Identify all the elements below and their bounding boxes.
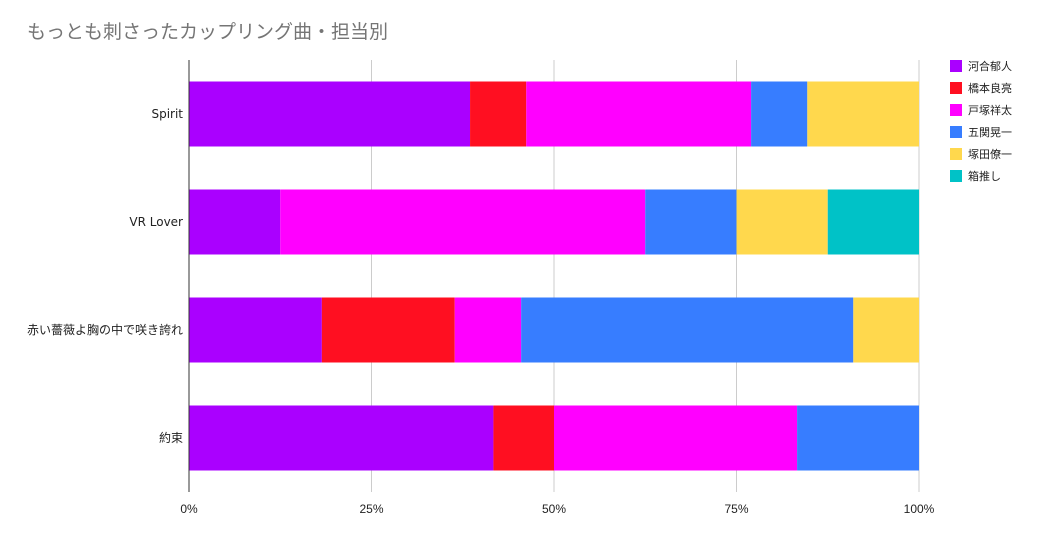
legend-swatch bbox=[950, 148, 962, 160]
bar-segment bbox=[554, 405, 798, 471]
legend-label: 五関晃一 bbox=[968, 126, 1012, 139]
category-label: VR Lover bbox=[129, 215, 183, 229]
x-tick-label: 100% bbox=[904, 502, 935, 516]
bar-segment bbox=[797, 405, 919, 471]
legend-label: 塚田僚一 bbox=[968, 148, 1012, 161]
bars bbox=[189, 81, 919, 471]
legend-swatch bbox=[950, 82, 962, 94]
bar-segment bbox=[521, 297, 854, 363]
x-tick-label: 0% bbox=[180, 502, 198, 516]
legend-label: 河合郁人 bbox=[968, 59, 1012, 73]
bar-segment bbox=[189, 297, 322, 363]
legend-label: 橋本良亮 bbox=[968, 81, 1012, 95]
chart-title: もっとも刺さったカップリング曲・担当別 bbox=[27, 21, 388, 43]
legend-swatch bbox=[950, 104, 962, 116]
bar-segment bbox=[454, 297, 522, 363]
category-label: 赤い薔薇よ胸の中で咲き誇れ bbox=[27, 322, 183, 337]
bar-segment bbox=[526, 81, 752, 147]
bar-segment bbox=[189, 81, 471, 147]
bar-segment bbox=[189, 189, 281, 255]
category-label: 約束 bbox=[159, 430, 183, 445]
bar-segment bbox=[853, 297, 919, 363]
legend-label: 戸塚祥太 bbox=[968, 103, 1012, 117]
legend-swatch bbox=[950, 60, 962, 72]
category-label: Spirit bbox=[151, 107, 183, 121]
x-tick-label: 75% bbox=[724, 502, 748, 516]
bar-segment bbox=[736, 189, 828, 255]
legend-swatch bbox=[950, 126, 962, 138]
bar-segment bbox=[807, 81, 919, 147]
bar-segment bbox=[321, 297, 455, 363]
legend-label: 箱推し bbox=[968, 169, 1001, 183]
x-tick-label: 25% bbox=[359, 502, 383, 516]
bar-segment bbox=[827, 189, 919, 255]
bar-segment bbox=[645, 189, 737, 255]
x-tick-label: 50% bbox=[542, 502, 566, 516]
bar-segment bbox=[493, 405, 554, 471]
x-tick-labels: 0% 25% 50% 75% 100% bbox=[180, 502, 934, 516]
bar-segment bbox=[751, 81, 808, 147]
bar-segment bbox=[470, 81, 527, 147]
bar-segment bbox=[280, 189, 646, 255]
legend-swatch bbox=[950, 170, 962, 182]
bar-segment bbox=[189, 405, 494, 471]
